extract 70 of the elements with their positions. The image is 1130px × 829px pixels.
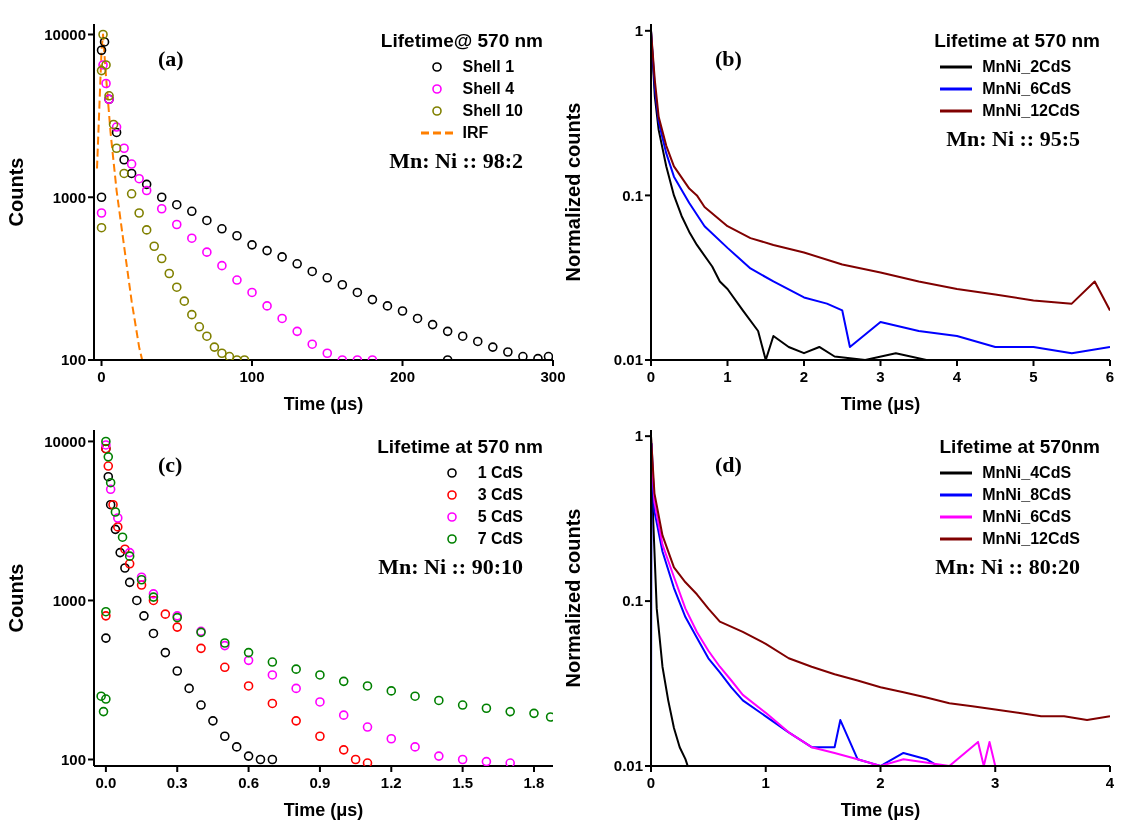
x-tick-label: 2 (799, 368, 809, 385)
legend-label: MnNi_6CdS (982, 507, 1072, 527)
annotation: (c) (158, 452, 183, 478)
annotation: Mn: Ni :: 98:2 (389, 148, 523, 174)
x-tick-label: 0 (646, 368, 656, 385)
annotation: (b) (715, 46, 742, 72)
y-tick-label: 1 (634, 22, 643, 40)
legend-label: Shell 4 (462, 79, 515, 99)
x-tick-label: 1 (761, 774, 770, 791)
x-tick-label: 0 (97, 368, 106, 385)
legend-label: 7 CdS (477, 529, 523, 549)
y-axis-title: Normalized counts (562, 102, 585, 282)
x-tick-label: 5 (1029, 368, 1038, 385)
x-tick-label: 100 (239, 368, 265, 385)
legend-title: Lifetime at 570nm (939, 436, 1100, 458)
x-tick-label: 1.8 (523, 774, 545, 791)
x-axis-title: Time (μs) (840, 394, 921, 414)
y-tick-label: 10000 (44, 25, 86, 43)
annotation: (d) (715, 452, 742, 478)
x-tick-label: 300 (540, 368, 566, 385)
legend-label: Shell 10 (462, 101, 523, 121)
legend-title: Lifetime@ 570 nm (380, 30, 543, 52)
y-tick-label: 100 (60, 351, 86, 369)
x-tick-label: 4 (1105, 774, 1115, 791)
x-axis-title: Time (μs) (283, 394, 364, 414)
y-axis-title: Counts (5, 157, 28, 227)
annotation: (a) (158, 46, 184, 72)
legend-label: 1 CdS (477, 463, 523, 483)
x-tick-label: 1 (723, 368, 732, 385)
y-tick-label: 10000 (44, 432, 86, 450)
y-tick-label: 0.1 (622, 592, 643, 610)
legend-label: IRF (462, 123, 489, 143)
x-tick-label: 200 (389, 368, 416, 385)
x-tick-label: 3 (991, 774, 1000, 791)
x-tick-label: 3 (876, 368, 885, 385)
annotation: Mn: Ni :: 95:5 (946, 126, 1080, 152)
x-tick-label: 0 (646, 774, 656, 791)
y-axis-title: Normalized counts (562, 508, 585, 688)
x-tick-label: 1.2 (380, 774, 402, 791)
legend-title: Lifetime at 570 nm (934, 30, 1100, 52)
y-tick-label: 1 (634, 427, 643, 445)
legend-label: MnNi_12CdS (982, 529, 1080, 549)
y-tick-label: 0.1 (622, 186, 643, 204)
legend-label: MnNi_4CdS (982, 463, 1072, 483)
legend-label: MnNi_8CdS (982, 485, 1072, 505)
x-tick-label: 0.6 (238, 774, 260, 791)
x-tick-label: 1.5 (452, 774, 474, 791)
annotation: Mn: Ni :: 90:10 (378, 554, 523, 580)
y-axis-title: Counts (5, 563, 28, 633)
x-tick-label: 0.9 (309, 774, 331, 791)
legend-label: MnNi_12CdS (982, 101, 1080, 121)
legend-label: 5 CdS (477, 507, 523, 527)
x-tick-label: 6 (1105, 368, 1115, 385)
x-tick-label: 0.3 (166, 774, 188, 791)
y-tick-label: 0.01 (613, 757, 643, 775)
x-tick-label: 2 (876, 774, 885, 791)
legend-label: MnNi_2CdS (982, 57, 1072, 77)
y-tick-label: 0.01 (613, 351, 643, 369)
x-tick-label: 0.0 (95, 774, 117, 791)
y-tick-label: 1000 (52, 591, 86, 609)
y-tick-label: 100 (60, 750, 86, 768)
legend-title: Lifetime at 570 nm (377, 436, 543, 458)
legend-label: 3 CdS (477, 485, 523, 505)
x-axis-title: Time (μs) (840, 800, 921, 820)
annotation: Mn: Ni :: 80:20 (935, 554, 1080, 580)
legend-label: Shell 1 (462, 57, 515, 77)
legend-label: MnNi_6CdS (982, 79, 1072, 99)
x-axis-title: Time (μs) (283, 800, 364, 820)
x-tick-label: 4 (952, 368, 962, 385)
y-tick-label: 1000 (52, 188, 86, 206)
